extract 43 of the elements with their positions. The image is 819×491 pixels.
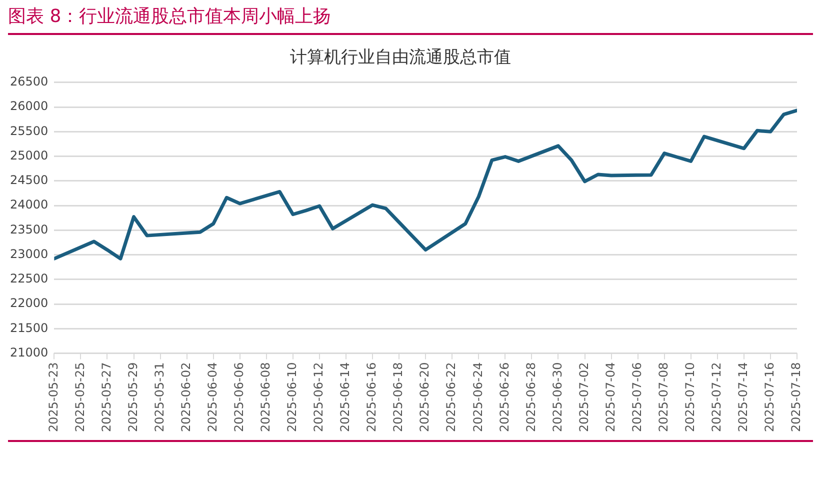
x-tick-label: 2025-06-20 <box>418 362 432 432</box>
x-tick-label: 2025-06-30 <box>550 362 564 432</box>
x-tick-label: 2025-05-27 <box>99 362 114 432</box>
x-tick-label: 2025-07-18 <box>789 362 804 432</box>
y-tick-label: 25500 <box>10 124 48 138</box>
x-tick-label: 2025-05-25 <box>72 362 87 432</box>
y-tick-label: 25000 <box>10 148 48 162</box>
x-tick-label: 2025-07-06 <box>630 362 644 432</box>
x-tick-label: 2025-06-18 <box>391 362 406 432</box>
y-tick-label: 26000 <box>10 99 48 114</box>
x-tick-label: 2025-07-08 <box>656 362 670 432</box>
x-tick-label: 2025-07-12 <box>710 362 724 432</box>
chart-title: 图表 8：行业流通股总市值本周小幅上扬 <box>8 5 332 28</box>
x-tick-label: 2025-06-12 <box>312 362 326 432</box>
x-tick-label: 2025-06-04 <box>205 362 220 432</box>
y-tick-label: 21000 <box>10 345 48 360</box>
x-tick-label: 2025-06-26 <box>497 362 512 432</box>
y-tick-label: 24000 <box>10 198 48 212</box>
x-tick-label: 2025-07-14 <box>736 362 750 432</box>
y-tick-label: 21500 <box>10 320 48 335</box>
y-tick-label: 22500 <box>10 272 48 286</box>
x-tick-label: 2025-07-16 <box>762 362 777 432</box>
x-tick-label: 2025-07-02 <box>576 362 591 432</box>
x-tick-label: 2025-07-04 <box>603 362 618 432</box>
x-tick-label: 2025-06-10 <box>285 362 300 432</box>
y-tick-label: 26500 <box>10 74 48 89</box>
x-tick-label: 2025-06-14 <box>338 362 352 432</box>
x-tick-label: 2025-06-28 <box>524 362 538 432</box>
x-tick-label: 2025-05-31 <box>152 362 166 432</box>
chart-subtitle: 计算机行业自由流通股总市值 <box>290 48 511 68</box>
x-tick-label: 2025-06-24 <box>470 362 485 432</box>
x-tick-label: 2025-06-02 <box>178 362 193 432</box>
y-tick-label: 22000 <box>10 296 48 310</box>
x-tick-label: 2025-06-08 <box>258 362 273 432</box>
y-tick-label: 23500 <box>10 222 48 236</box>
x-tick-label: 2025-05-29 <box>126 362 140 432</box>
x-tick-label: 2025-06-06 <box>232 362 246 432</box>
y-tick-label: 24500 <box>10 173 48 188</box>
x-tick-label: 2025-06-22 <box>444 362 458 432</box>
x-tick-label: 2025-07-10 <box>683 362 698 432</box>
x-tick-label: 2025-05-23 <box>46 362 60 432</box>
y-tick-label: 23000 <box>10 246 48 261</box>
x-tick-label: 2025-06-16 <box>364 362 379 432</box>
